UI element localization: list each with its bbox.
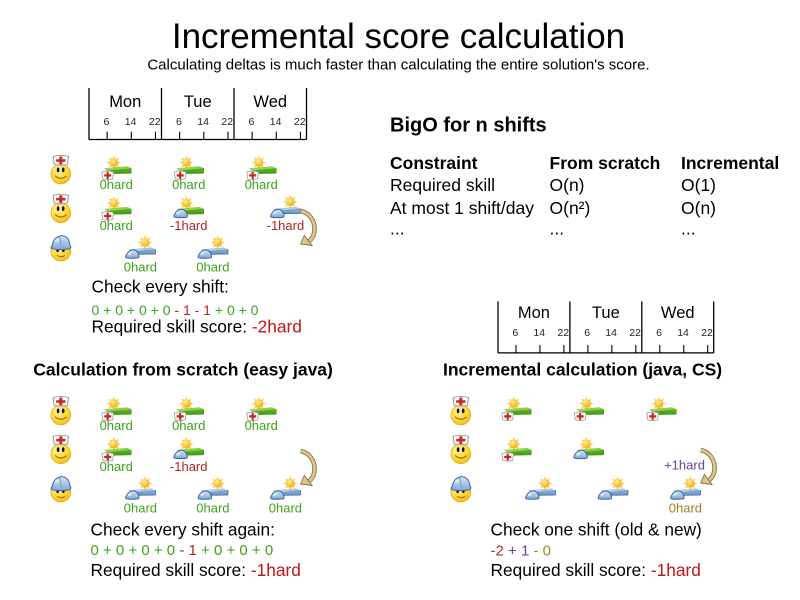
svg-text:Calculation from scratch (easy: Calculation from scratch (easy java): [33, 360, 333, 380]
svg-text:O(n): O(n): [550, 175, 585, 195]
svg-text:+1hard: +1hard: [664, 458, 705, 473]
svg-text:22: 22: [221, 116, 233, 128]
svg-text:-2 + 1 - 0: -2 + 1 - 0: [491, 542, 551, 559]
svg-text:Check one shift (old & new): Check one shift (old & new): [491, 519, 702, 539]
svg-text:O(1): O(1): [681, 175, 716, 195]
svg-text:6: 6: [176, 116, 182, 128]
svg-text:0hard: 0hard: [172, 177, 205, 192]
svg-text:0hard: 0hard: [100, 418, 133, 433]
svg-text:...: ...: [550, 219, 565, 239]
svg-text:0hard: 0hard: [124, 501, 157, 516]
svg-text:0hard: 0hard: [196, 260, 229, 275]
svg-text:0hard: 0hard: [100, 177, 133, 192]
svg-text:Constraint: Constraint: [390, 153, 478, 173]
svg-text:0 + 0 + 0 + 0 - 1 + 0 + 0 + 0: 0 + 0 + 0 + 0 - 1 + 0 + 0 + 0: [91, 542, 274, 559]
svg-text:O(n²): O(n²): [550, 198, 591, 218]
svg-text:Mon: Mon: [518, 304, 550, 322]
svg-text:Required skill score: -2hard: Required skill score: -2hard: [92, 317, 302, 337]
svg-text:22: 22: [294, 116, 306, 128]
svg-text:Incremental score calculation: Incremental score calculation: [172, 17, 625, 56]
svg-text:0hard: 0hard: [196, 501, 229, 516]
svg-text:6: 6: [104, 116, 110, 128]
svg-text:14: 14: [197, 116, 209, 128]
svg-text:22: 22: [629, 327, 641, 339]
svg-text:0 + 0 + 0 + 0 - 1 - 1 + 0 + 0: 0 + 0 + 0 + 0 - 1 - 1 + 0 + 0: [92, 302, 259, 318]
svg-text:Calculating deltas is much fas: Calculating deltas is much faster than c…: [147, 57, 649, 74]
svg-text:-1hard: -1hard: [170, 218, 208, 233]
svg-text:From scratch: From scratch: [550, 153, 661, 173]
svg-text:...: ...: [390, 219, 405, 239]
svg-text:Tue: Tue: [592, 304, 620, 322]
svg-text:Check every shift:: Check every shift:: [92, 277, 229, 297]
svg-text:6: 6: [512, 327, 518, 339]
svg-text:22: 22: [149, 116, 161, 128]
svg-text:Required skill: Required skill: [390, 175, 495, 195]
svg-text:6: 6: [584, 327, 590, 339]
svg-text:14: 14: [125, 116, 137, 128]
svg-text:Incremental calculation (java,: Incremental calculation (java, CS): [443, 360, 722, 380]
svg-text:14: 14: [533, 327, 545, 339]
svg-text:0hard: 0hard: [100, 459, 133, 474]
svg-text:Required skill score: -1hard: Required skill score: -1hard: [91, 560, 301, 580]
svg-text:BigO for n shifts: BigO for n shifts: [390, 115, 547, 137]
svg-text:Check every shift again:: Check every shift again:: [91, 520, 275, 540]
svg-text:0hard: 0hard: [245, 177, 278, 192]
svg-text:14: 14: [677, 327, 689, 339]
svg-text:0hard: 0hard: [124, 260, 157, 275]
svg-text:...: ...: [681, 219, 696, 239]
svg-text:Tue: Tue: [184, 93, 212, 111]
svg-text:-1hard: -1hard: [170, 459, 208, 474]
svg-text:0hard: 0hard: [100, 218, 133, 233]
svg-text:6: 6: [656, 327, 662, 339]
svg-text:14: 14: [270, 116, 282, 128]
svg-text:-1hard: -1hard: [267, 218, 305, 233]
svg-text:0hard: 0hard: [269, 501, 302, 516]
svg-text:22: 22: [701, 327, 713, 339]
svg-text:0hard: 0hard: [669, 501, 702, 516]
svg-text:Mon: Mon: [109, 93, 141, 111]
svg-text:14: 14: [605, 327, 617, 339]
svg-text:Incremental: Incremental: [681, 153, 779, 173]
svg-text:0hard: 0hard: [245, 418, 278, 433]
svg-text:0hard: 0hard: [172, 418, 205, 433]
svg-text:Wed: Wed: [661, 304, 695, 322]
svg-text:Wed: Wed: [253, 93, 287, 111]
svg-text:6: 6: [249, 116, 255, 128]
svg-text:22: 22: [557, 327, 569, 339]
svg-text:Required skill score: -1hard: Required skill score: -1hard: [491, 560, 701, 580]
svg-text:At most 1 shift/day: At most 1 shift/day: [390, 198, 534, 218]
svg-text:O(n): O(n): [681, 198, 716, 218]
